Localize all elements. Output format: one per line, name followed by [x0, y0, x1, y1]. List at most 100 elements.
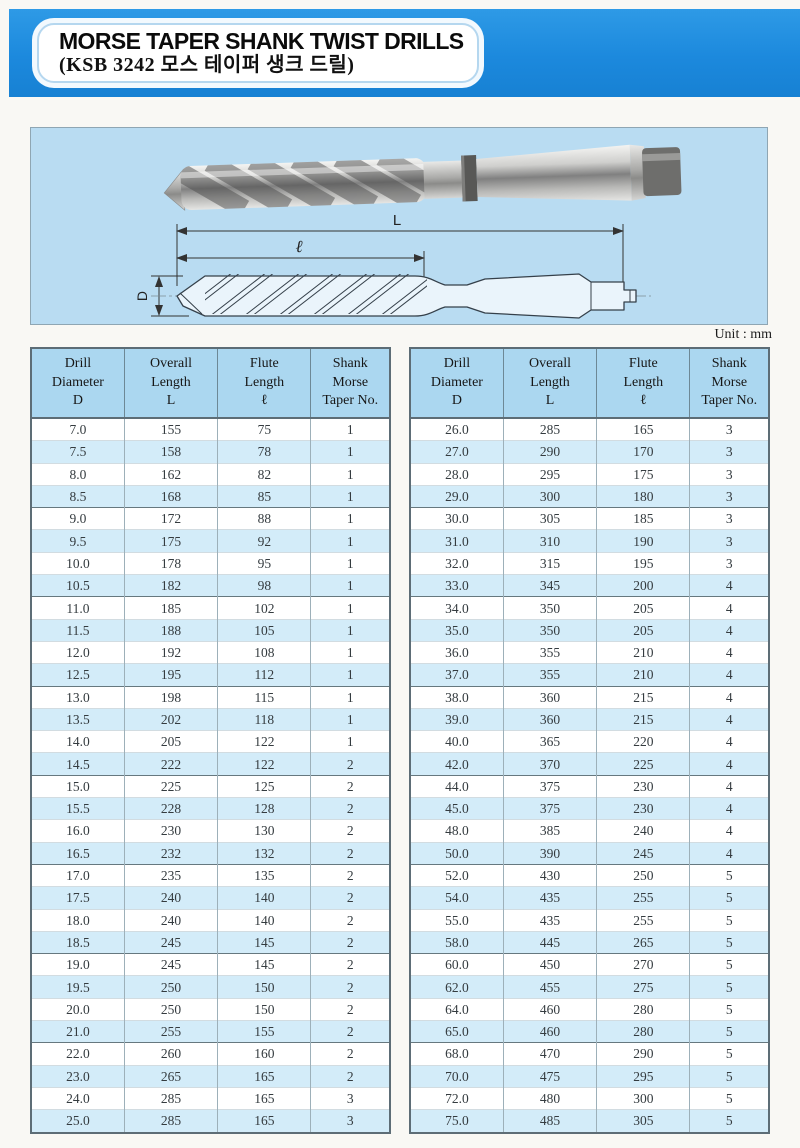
table-cell: 3 — [310, 1109, 390, 1133]
table-cell: 18.0 — [31, 908, 125, 932]
table-cell: 4 — [689, 841, 769, 865]
table-cell: 1 — [310, 574, 390, 597]
table-row: 36.0 355 210 4 — [410, 640, 769, 664]
table-cell: 5 — [689, 953, 769, 976]
table-cell: 350 — [502, 596, 597, 620]
table-cell: 232 — [123, 841, 218, 865]
table-cell: 5 — [689, 908, 769, 932]
table-cell: 370 — [502, 752, 597, 776]
table-cell: 21.0 — [31, 1020, 125, 1043]
table-row: 19.0 245 145 2 — [31, 953, 390, 976]
drill-diagram: L ℓ D — [134, 144, 682, 319]
table-cell: 7.5 — [31, 440, 125, 464]
table-row: 35.0 350 205 4 — [410, 618, 769, 642]
table-row: 9.0 172 88 1 — [31, 507, 390, 530]
table-row: 13.5 202 118 1 — [31, 707, 390, 731]
table-row: 42.0 370 225 4 — [410, 752, 769, 776]
table-cell: 188 — [123, 618, 218, 642]
table-cell: 95 — [217, 551, 311, 575]
table-cell: 180 — [596, 484, 690, 508]
table-cell: 485 — [502, 1109, 597, 1133]
table-row: 34.0 350 205 4 — [410, 596, 769, 620]
table-cell: 4 — [689, 707, 769, 731]
table-cell: 4 — [689, 774, 769, 798]
table-cell: 4 — [689, 618, 769, 642]
table-cell: 50.0 — [410, 841, 504, 865]
table-cell: 202 — [123, 707, 218, 731]
drill-illustration-panel: L ℓ D — [30, 127, 768, 325]
table-cell: 52.0 — [410, 863, 504, 887]
table-cell: 165 — [217, 1109, 311, 1133]
table-cell: 255 — [596, 886, 690, 910]
table-cell: 3 — [689, 462, 769, 486]
table-cell: 8.0 — [31, 462, 125, 486]
table-cell: 455 — [502, 975, 597, 999]
table-cell: 34.0 — [410, 596, 504, 620]
table-cell: 178 — [123, 551, 218, 575]
table-cell: 165 — [596, 417, 690, 441]
table-cell: 48.0 — [410, 819, 504, 843]
page-subtitle: (KSB 3242 모스 테이퍼 생크 드릴) — [59, 54, 355, 77]
table-cell: 118 — [217, 707, 311, 731]
table-cell: 122 — [217, 752, 311, 776]
table-cell: 145 — [217, 953, 311, 976]
table-cell: 270 — [596, 953, 690, 976]
table-cell: 4 — [689, 752, 769, 776]
drill-size-table-right: Drill Diameter D Overall Length L Flute Le… — [409, 347, 770, 1134]
table-row: 20.0 250 150 2 — [31, 997, 390, 1021]
table-cell: 460 — [502, 997, 597, 1021]
table-row: 18.0 240 140 2 — [31, 908, 390, 932]
table-cell: 355 — [502, 640, 597, 664]
table-cell: 445 — [502, 930, 597, 954]
table-row: 15.5 228 128 2 — [31, 797, 390, 820]
table-row: 58.0 445 265 5 — [410, 930, 769, 954]
table-cell: 12.5 — [31, 663, 125, 687]
table-cell: 230 — [123, 819, 218, 843]
table-cell: 2 — [310, 1020, 390, 1043]
table-row: 38.0 360 215 4 — [410, 685, 769, 709]
table-cell: 215 — [596, 685, 690, 709]
table-row: 60.0 450 270 5 — [410, 953, 769, 976]
table-cell: 150 — [217, 975, 311, 999]
table-cell: 260 — [123, 1042, 218, 1066]
table-cell: 16.5 — [31, 841, 125, 865]
table-cell: 280 — [596, 997, 690, 1021]
table-cell: 25.0 — [31, 1109, 125, 1133]
table-cell: 470 — [502, 1042, 597, 1066]
table-cell: 1 — [310, 663, 390, 687]
table-row: 28.0 295 175 3 — [410, 462, 769, 486]
table-cell: 158 — [123, 440, 218, 464]
table-cell: 2 — [310, 841, 390, 865]
table-cell: 3 — [310, 1086, 390, 1110]
table-cell: 205 — [596, 596, 690, 620]
table-row: 40.0 365 220 4 — [410, 730, 769, 753]
table-row: 27.0 290 170 3 — [410, 440, 769, 464]
table-cell: 2 — [310, 975, 390, 999]
column-header: Flute Length ℓ — [596, 348, 690, 419]
table-cell: 5 — [689, 863, 769, 887]
table-cell: 385 — [502, 819, 597, 843]
table-cell: 300 — [502, 484, 597, 508]
table-row: 11.0 185 102 1 — [31, 596, 390, 620]
table-cell: 2 — [310, 752, 390, 776]
table-cell: 185 — [123, 596, 218, 620]
table-cell: 5 — [689, 1020, 769, 1043]
table-cell: 2 — [310, 908, 390, 932]
table-row: 64.0 460 280 5 — [410, 997, 769, 1021]
table-row: 62.0 455 275 5 — [410, 975, 769, 999]
table-cell: 285 — [502, 417, 597, 441]
table-cell: 255 — [596, 908, 690, 932]
table-row: 24.0 285 165 3 — [31, 1086, 390, 1110]
table-cell: 38.0 — [410, 685, 504, 709]
table-cell: 240 — [123, 908, 218, 932]
flute-length-label: ℓ — [295, 237, 302, 256]
table-cell: 285 — [123, 1109, 218, 1133]
table-cell: 168 — [123, 484, 218, 508]
table-cell: 280 — [596, 1020, 690, 1043]
table-cell: 175 — [596, 462, 690, 486]
table-cell: 290 — [596, 1042, 690, 1066]
table-row: 22.0 260 160 2 — [31, 1042, 390, 1066]
table-cell: 65.0 — [410, 1020, 504, 1043]
table-cell: 2 — [310, 1042, 390, 1066]
table-cell: 15.5 — [31, 797, 125, 820]
